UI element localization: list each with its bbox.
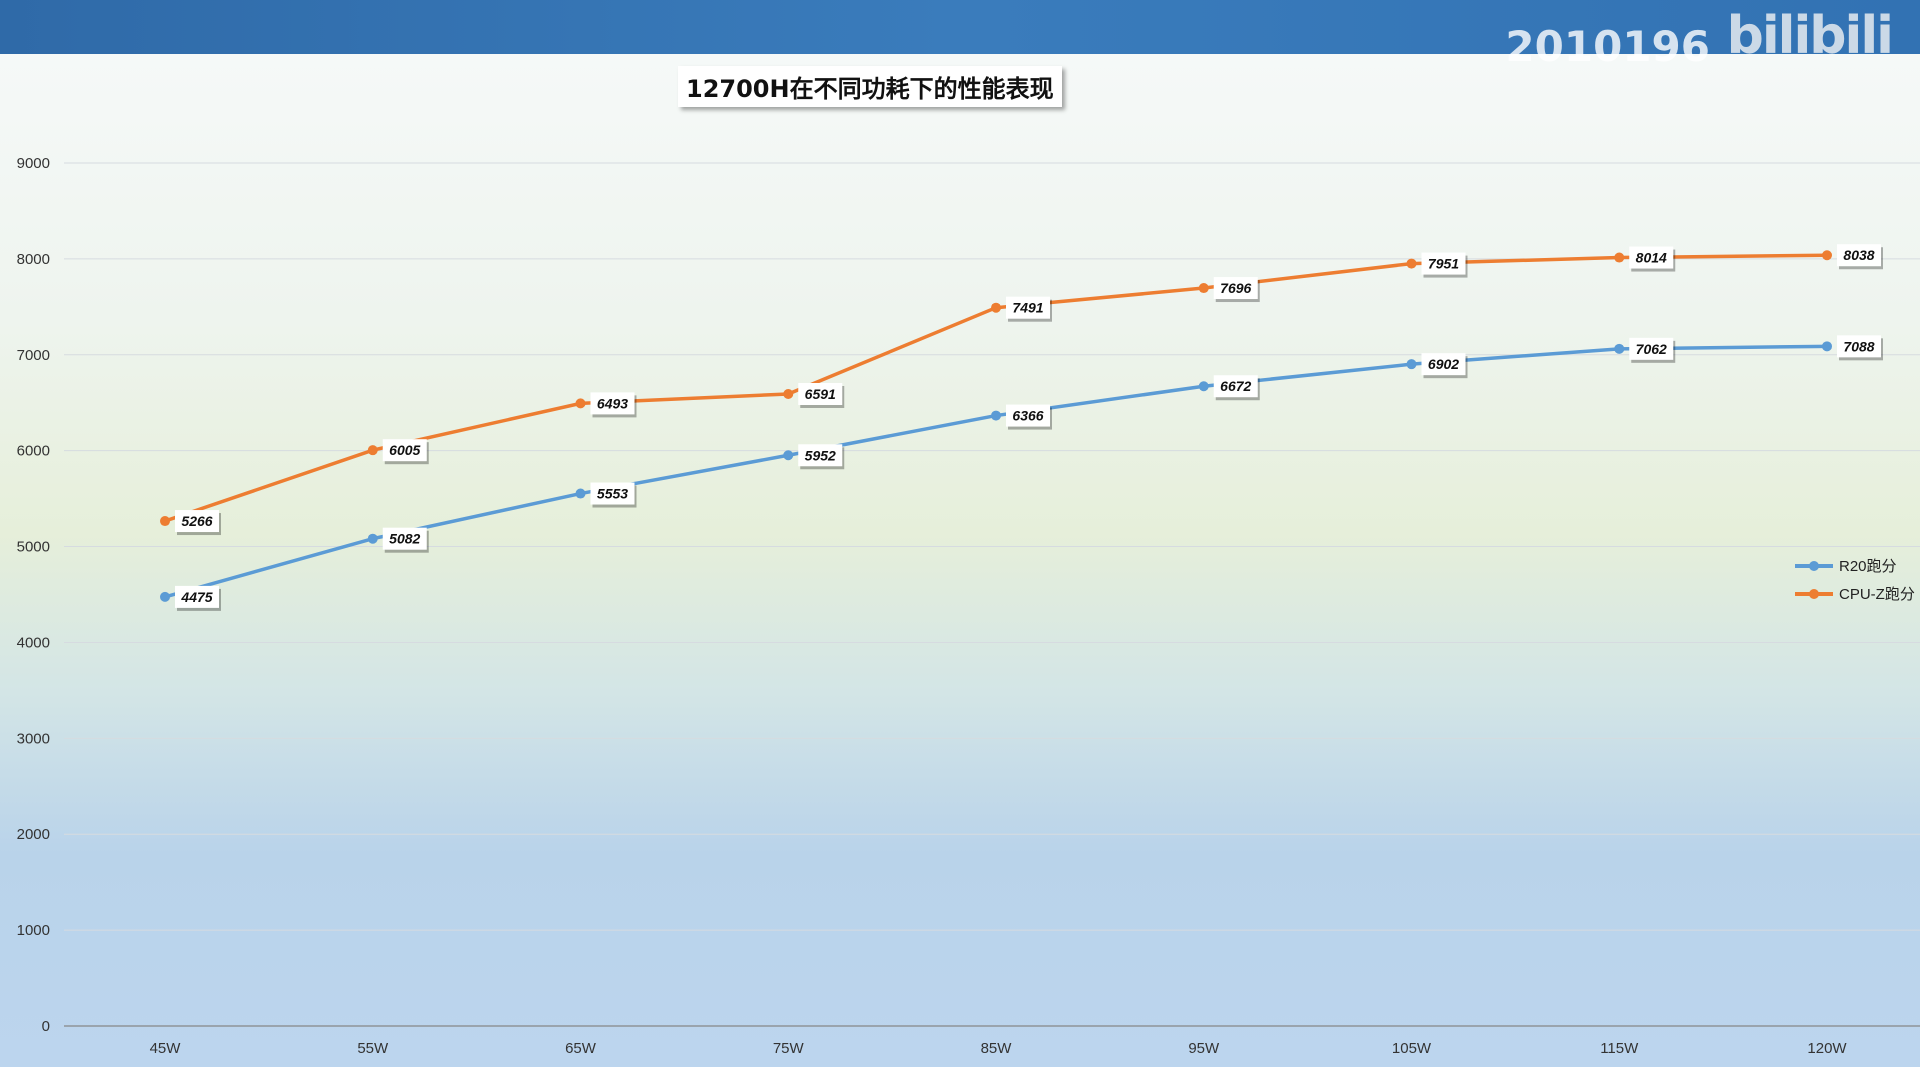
data-label-box bbox=[175, 585, 219, 608]
data-label-box bbox=[1837, 244, 1881, 267]
data-point bbox=[575, 488, 586, 499]
y-tick-label: 9000 bbox=[17, 155, 50, 172]
data-label-box bbox=[1629, 337, 1674, 360]
data-label-box bbox=[1629, 246, 1674, 269]
chart-title: 12700H在不同功耗下的性能表现 bbox=[678, 66, 1062, 107]
data-label: 6672 bbox=[1220, 378, 1251, 394]
legend-label: R20跑分 bbox=[1839, 558, 1897, 575]
data-label-box bbox=[1421, 353, 1466, 376]
data-label: 4475 bbox=[180, 589, 212, 605]
x-tick-label: 120W bbox=[1807, 1040, 1847, 1057]
data-point bbox=[1198, 283, 1209, 294]
x-tick-label: 75W bbox=[773, 1040, 805, 1057]
data-label-box bbox=[590, 482, 635, 505]
data-label-box bbox=[1006, 296, 1050, 319]
data-label-box bbox=[590, 392, 635, 415]
series-line-1 bbox=[164, 253, 1828, 523]
data-label-box bbox=[798, 382, 843, 405]
data-label: 6591 bbox=[805, 386, 836, 402]
data-point bbox=[1406, 359, 1417, 370]
y-tick-label: 5000 bbox=[17, 539, 50, 556]
legend-label: CPU-Z跑分 bbox=[1839, 586, 1915, 603]
data-label: 8014 bbox=[1636, 250, 1667, 266]
y-tick-label: 2000 bbox=[17, 826, 50, 843]
y-tick-label: 6000 bbox=[17, 443, 50, 460]
y-tick-label: 0 bbox=[42, 1018, 50, 1035]
y-tick-label: 8000 bbox=[17, 251, 50, 268]
y-tick-label: 1000 bbox=[17, 922, 50, 939]
data-point bbox=[575, 398, 586, 409]
data-label: 5266 bbox=[181, 513, 212, 529]
series-line-0 bbox=[164, 344, 1828, 599]
data-point bbox=[1822, 250, 1832, 261]
data-point bbox=[1406, 258, 1417, 269]
x-tick-label: 85W bbox=[981, 1040, 1013, 1057]
bilibili-logo: bilibili bbox=[1726, 6, 1894, 66]
data-label: 6902 bbox=[1428, 356, 1459, 372]
data-label: 6005 bbox=[389, 442, 420, 458]
data-label: 7951 bbox=[1428, 256, 1459, 272]
data-point bbox=[1822, 341, 1832, 352]
data-point bbox=[1614, 252, 1625, 263]
data-point bbox=[367, 533, 378, 544]
data-point bbox=[783, 450, 794, 461]
data-label: 6493 bbox=[597, 395, 628, 411]
legend-marker bbox=[1809, 561, 1819, 571]
data-label-box bbox=[382, 439, 427, 462]
top-banner: 2010196 bilibili bbox=[0, 0, 1920, 71]
data-label: 7696 bbox=[1220, 280, 1251, 296]
x-tick-label: 95W bbox=[1188, 1040, 1220, 1057]
data-point bbox=[160, 591, 170, 602]
data-label-box bbox=[1006, 404, 1050, 427]
data-label-box bbox=[175, 510, 219, 533]
watermark-text: 2010196 bbox=[1505, 22, 1710, 71]
y-tick-label: 4000 bbox=[17, 634, 50, 651]
y-tick-label: 3000 bbox=[17, 730, 50, 747]
data-label: 7088 bbox=[1843, 338, 1874, 354]
data-label: 7491 bbox=[1012, 300, 1043, 316]
data-point bbox=[160, 516, 170, 527]
data-label: 8038 bbox=[1843, 247, 1874, 263]
x-tick-label: 65W bbox=[565, 1040, 597, 1057]
data-point bbox=[991, 302, 1001, 313]
data-label: 6366 bbox=[1012, 408, 1043, 424]
y-tick-label: 7000 bbox=[17, 347, 50, 364]
legend-marker bbox=[1809, 589, 1819, 599]
data-label: 5553 bbox=[597, 486, 628, 502]
x-tick-label: 105W bbox=[1392, 1040, 1432, 1057]
data-label-box bbox=[1421, 252, 1466, 275]
data-label-box bbox=[798, 444, 843, 467]
data-label-box bbox=[1213, 375, 1258, 398]
data-label-box bbox=[1213, 277, 1258, 300]
data-label: 7062 bbox=[1636, 341, 1667, 357]
data-label-box bbox=[382, 527, 427, 550]
data-point bbox=[1198, 381, 1209, 392]
data-point bbox=[783, 388, 794, 399]
x-tick-label: 45W bbox=[150, 1040, 182, 1057]
data-label: 5082 bbox=[389, 531, 420, 547]
x-tick-label: 115W bbox=[1600, 1040, 1639, 1057]
data-point bbox=[367, 445, 378, 456]
data-label-box bbox=[1837, 335, 1881, 358]
x-tick-label: 55W bbox=[357, 1040, 389, 1057]
data-label: 5952 bbox=[805, 447, 836, 463]
data-point bbox=[1614, 343, 1625, 354]
data-point bbox=[991, 410, 1001, 421]
